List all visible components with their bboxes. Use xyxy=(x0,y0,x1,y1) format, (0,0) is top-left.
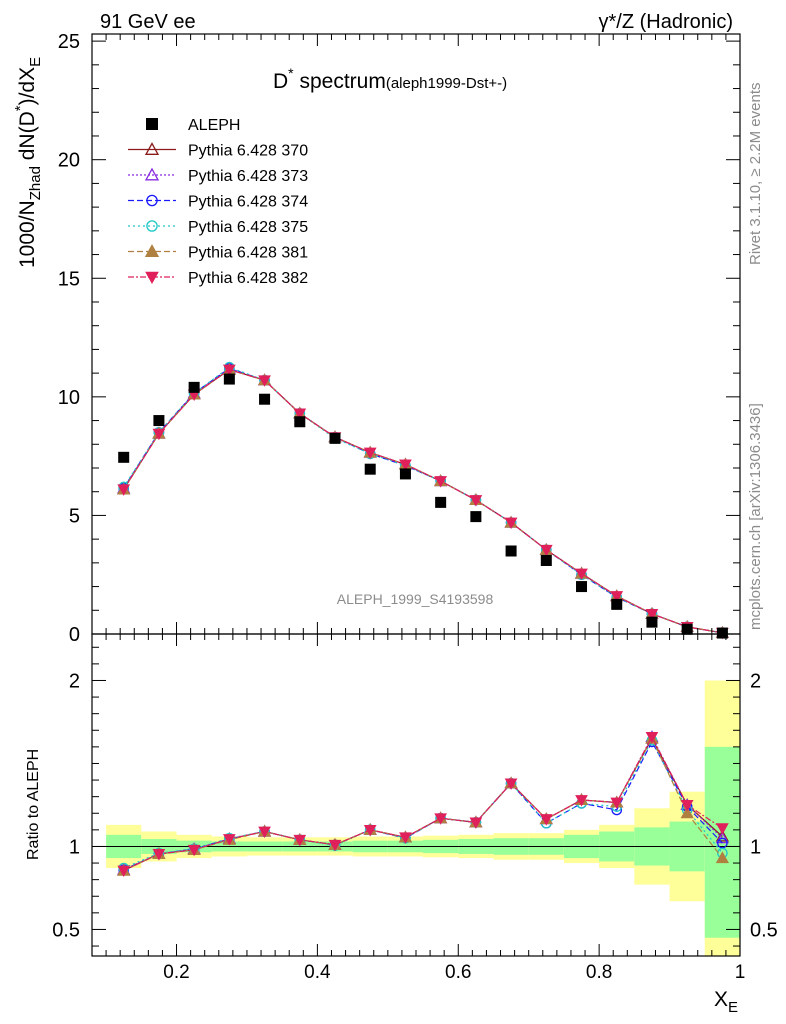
ratio-point xyxy=(434,813,448,825)
legend-label: Pythia 6.428 373 xyxy=(188,168,308,185)
series-point xyxy=(469,495,483,507)
ratio-point xyxy=(117,865,131,878)
data-point xyxy=(294,416,306,428)
ratio-point xyxy=(152,849,166,861)
series-point xyxy=(504,517,518,530)
series-point xyxy=(575,568,588,581)
ratio-point xyxy=(328,839,342,852)
x-tick-label: 1 xyxy=(735,962,746,983)
series-point xyxy=(610,591,624,603)
ratio-y-tick-label: 0.5 xyxy=(52,919,80,941)
data-point xyxy=(611,598,623,610)
y-tick-label: 0 xyxy=(69,624,80,646)
legend-label: Pythia 6.428 381 xyxy=(188,245,308,262)
ratio-line xyxy=(123,735,723,872)
series-point xyxy=(293,408,307,420)
ratio-line xyxy=(123,737,723,872)
y-tick-label: 20 xyxy=(58,150,80,172)
ratio-point xyxy=(680,806,694,819)
ratio-point xyxy=(715,851,729,864)
data-point xyxy=(435,496,447,508)
legend-marker xyxy=(146,194,158,207)
legend-marker xyxy=(144,244,160,257)
legend-marker xyxy=(144,167,160,181)
ratio-point xyxy=(716,823,729,835)
legend-marker xyxy=(146,220,158,232)
ratio-point xyxy=(680,800,694,812)
ratio-point xyxy=(187,844,201,857)
data-point xyxy=(153,415,165,427)
main-ylabel: 1000/NZhad dN(D*)/dXE xyxy=(12,57,44,268)
data-point xyxy=(223,373,235,385)
mcplots-label: mcplots.cern.ch [arXiv:1306.3436] xyxy=(747,403,764,630)
y-tick-label: 15 xyxy=(58,268,80,290)
ratio-point xyxy=(363,824,377,837)
data-point xyxy=(364,463,376,475)
legend-label: Pythia 6.428 374 xyxy=(188,194,308,211)
data-point xyxy=(118,451,130,463)
x-tick-label: 0.6 xyxy=(445,962,471,983)
ratio-point xyxy=(610,797,624,809)
series-point xyxy=(434,476,448,488)
ratio-y-tick-label: 1 xyxy=(69,836,80,858)
y-tick-label: 5 xyxy=(69,505,80,527)
series-point xyxy=(399,459,412,471)
legend-label: ALEPH xyxy=(188,117,240,134)
analysis-watermark: ALEPH_1999_S4193598 xyxy=(337,591,494,607)
ratio-point xyxy=(645,732,659,744)
ratio-point xyxy=(222,834,236,846)
data-point xyxy=(470,511,482,523)
series-point xyxy=(645,608,659,621)
legend-marker xyxy=(144,142,160,155)
legend-marker xyxy=(145,271,159,285)
ratio-ylabel: Ratio to ALEPH xyxy=(25,749,42,860)
legend-label: Pythia 6.428 370 xyxy=(188,143,308,160)
ratio-y-tick-label-right: 0.5 xyxy=(750,919,778,941)
rivet-label: Rivet 3.1.10, ≥ 2.2M events xyxy=(747,83,764,266)
x-tick-label: 0.4 xyxy=(304,962,331,983)
data-point xyxy=(646,616,658,628)
ratio-point xyxy=(715,829,729,842)
data-point xyxy=(576,581,588,593)
series-line xyxy=(123,368,723,634)
ratio-y-tick-label-right: 1 xyxy=(750,836,761,858)
data-point xyxy=(259,393,271,405)
data-point xyxy=(716,627,728,639)
series-point xyxy=(152,428,166,441)
series-point xyxy=(539,544,553,557)
ratio-point xyxy=(575,795,588,807)
ratio-point xyxy=(293,834,307,847)
data-point xyxy=(399,468,411,480)
series-point xyxy=(117,484,131,496)
data-point xyxy=(188,381,200,393)
y-tick-label: 25 xyxy=(58,31,80,53)
ratio-point xyxy=(399,832,412,844)
header-left: 91 GeV ee xyxy=(100,11,196,33)
data-point xyxy=(681,623,693,635)
ratio-y-tick-label-right: 2 xyxy=(750,670,761,692)
legend-label: Pythia 6.428 375 xyxy=(188,219,308,236)
ratio-frame xyxy=(91,633,741,957)
ratio-point xyxy=(539,814,553,826)
ratio-point xyxy=(504,778,518,790)
legend-label: Pythia 6.428 382 xyxy=(188,270,308,287)
chart-title: D* spectrum(aleph1999-Dst+-) xyxy=(273,65,507,93)
series-point xyxy=(363,447,377,460)
data-point xyxy=(540,554,552,566)
x-tick-label: 0.8 xyxy=(586,962,612,983)
series-point xyxy=(222,364,236,377)
data-point xyxy=(505,545,517,557)
xlabel: XE xyxy=(714,988,738,1016)
ratio-y-tick-label: 2 xyxy=(69,670,80,692)
x-tick-label: 0.2 xyxy=(163,962,189,983)
ratio-point xyxy=(258,826,271,839)
header-right: γ*/Z (Hadronic) xyxy=(599,11,733,33)
ratio-point xyxy=(469,817,483,829)
y-tick-label: 10 xyxy=(58,387,80,409)
series-point xyxy=(258,375,271,387)
data-point xyxy=(329,432,341,444)
legend-marker xyxy=(146,118,158,130)
